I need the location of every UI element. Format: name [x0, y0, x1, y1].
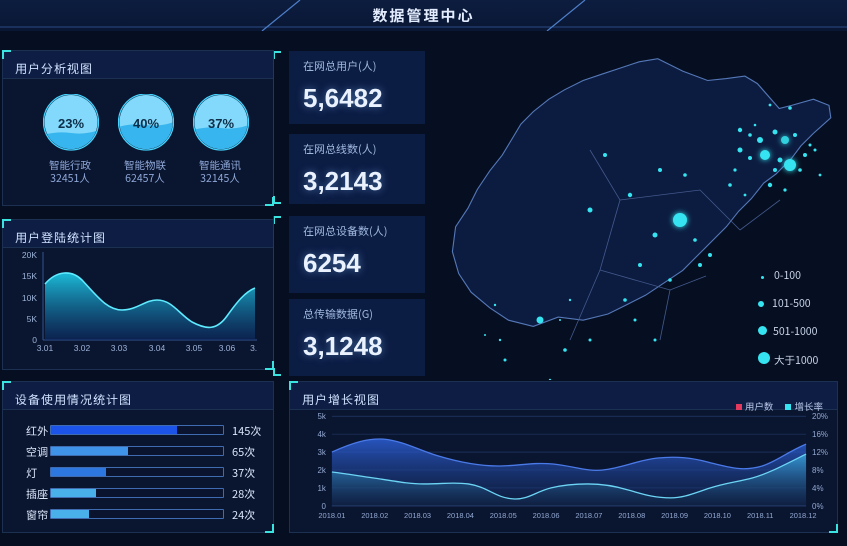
svg-text:2018.06: 2018.06 — [533, 511, 560, 520]
svg-text:20%: 20% — [812, 412, 828, 421]
svg-text:37%: 37% — [208, 116, 234, 131]
svg-text:15K: 15K — [22, 271, 37, 281]
svg-text:3.03: 3.03 — [111, 343, 128, 353]
svg-text:3.06: 3.06 — [219, 343, 236, 353]
svg-text:2018.03: 2018.03 — [404, 511, 431, 520]
svg-text:4%: 4% — [812, 484, 824, 493]
svg-text:2018.05: 2018.05 — [490, 511, 517, 520]
svg-text:3.01: 3.01 — [37, 343, 54, 353]
svg-text:0: 0 — [321, 502, 326, 511]
svg-text:3k: 3k — [318, 448, 326, 457]
svg-text:2018.09: 2018.09 — [661, 511, 688, 520]
svg-text:2018.01: 2018.01 — [318, 511, 345, 520]
svg-text:2018.11: 2018.11 — [747, 511, 773, 520]
svg-text:3.02: 3.02 — [74, 343, 91, 353]
svg-text:2018.02: 2018.02 — [361, 511, 388, 520]
svg-text:8%: 8% — [812, 466, 824, 475]
svg-text:40%: 40% — [133, 116, 159, 131]
svg-text:5k: 5k — [318, 412, 326, 421]
svg-text:3.05: 3.05 — [186, 343, 203, 353]
svg-text:2018.08: 2018.08 — [618, 511, 645, 520]
svg-text:2018.12: 2018.12 — [790, 511, 817, 520]
svg-text:1k: 1k — [318, 484, 326, 493]
svg-text:20K: 20K — [22, 252, 37, 260]
svg-text:3.04: 3.04 — [149, 343, 166, 353]
svg-text:2018.10: 2018.10 — [704, 511, 731, 520]
svg-text:12%: 12% — [812, 448, 828, 457]
svg-text:3.0: 3.0 — [250, 343, 257, 353]
svg-text:10K: 10K — [22, 293, 37, 303]
svg-text:4k: 4k — [318, 430, 326, 439]
svg-text:2018.07: 2018.07 — [575, 511, 602, 520]
svg-text:5K: 5K — [27, 314, 38, 324]
svg-text:2018.04: 2018.04 — [447, 511, 474, 520]
svg-text:16%: 16% — [812, 430, 828, 439]
svg-text:2k: 2k — [318, 466, 326, 475]
svg-text:0%: 0% — [812, 502, 824, 511]
svg-text:23%: 23% — [58, 116, 84, 131]
